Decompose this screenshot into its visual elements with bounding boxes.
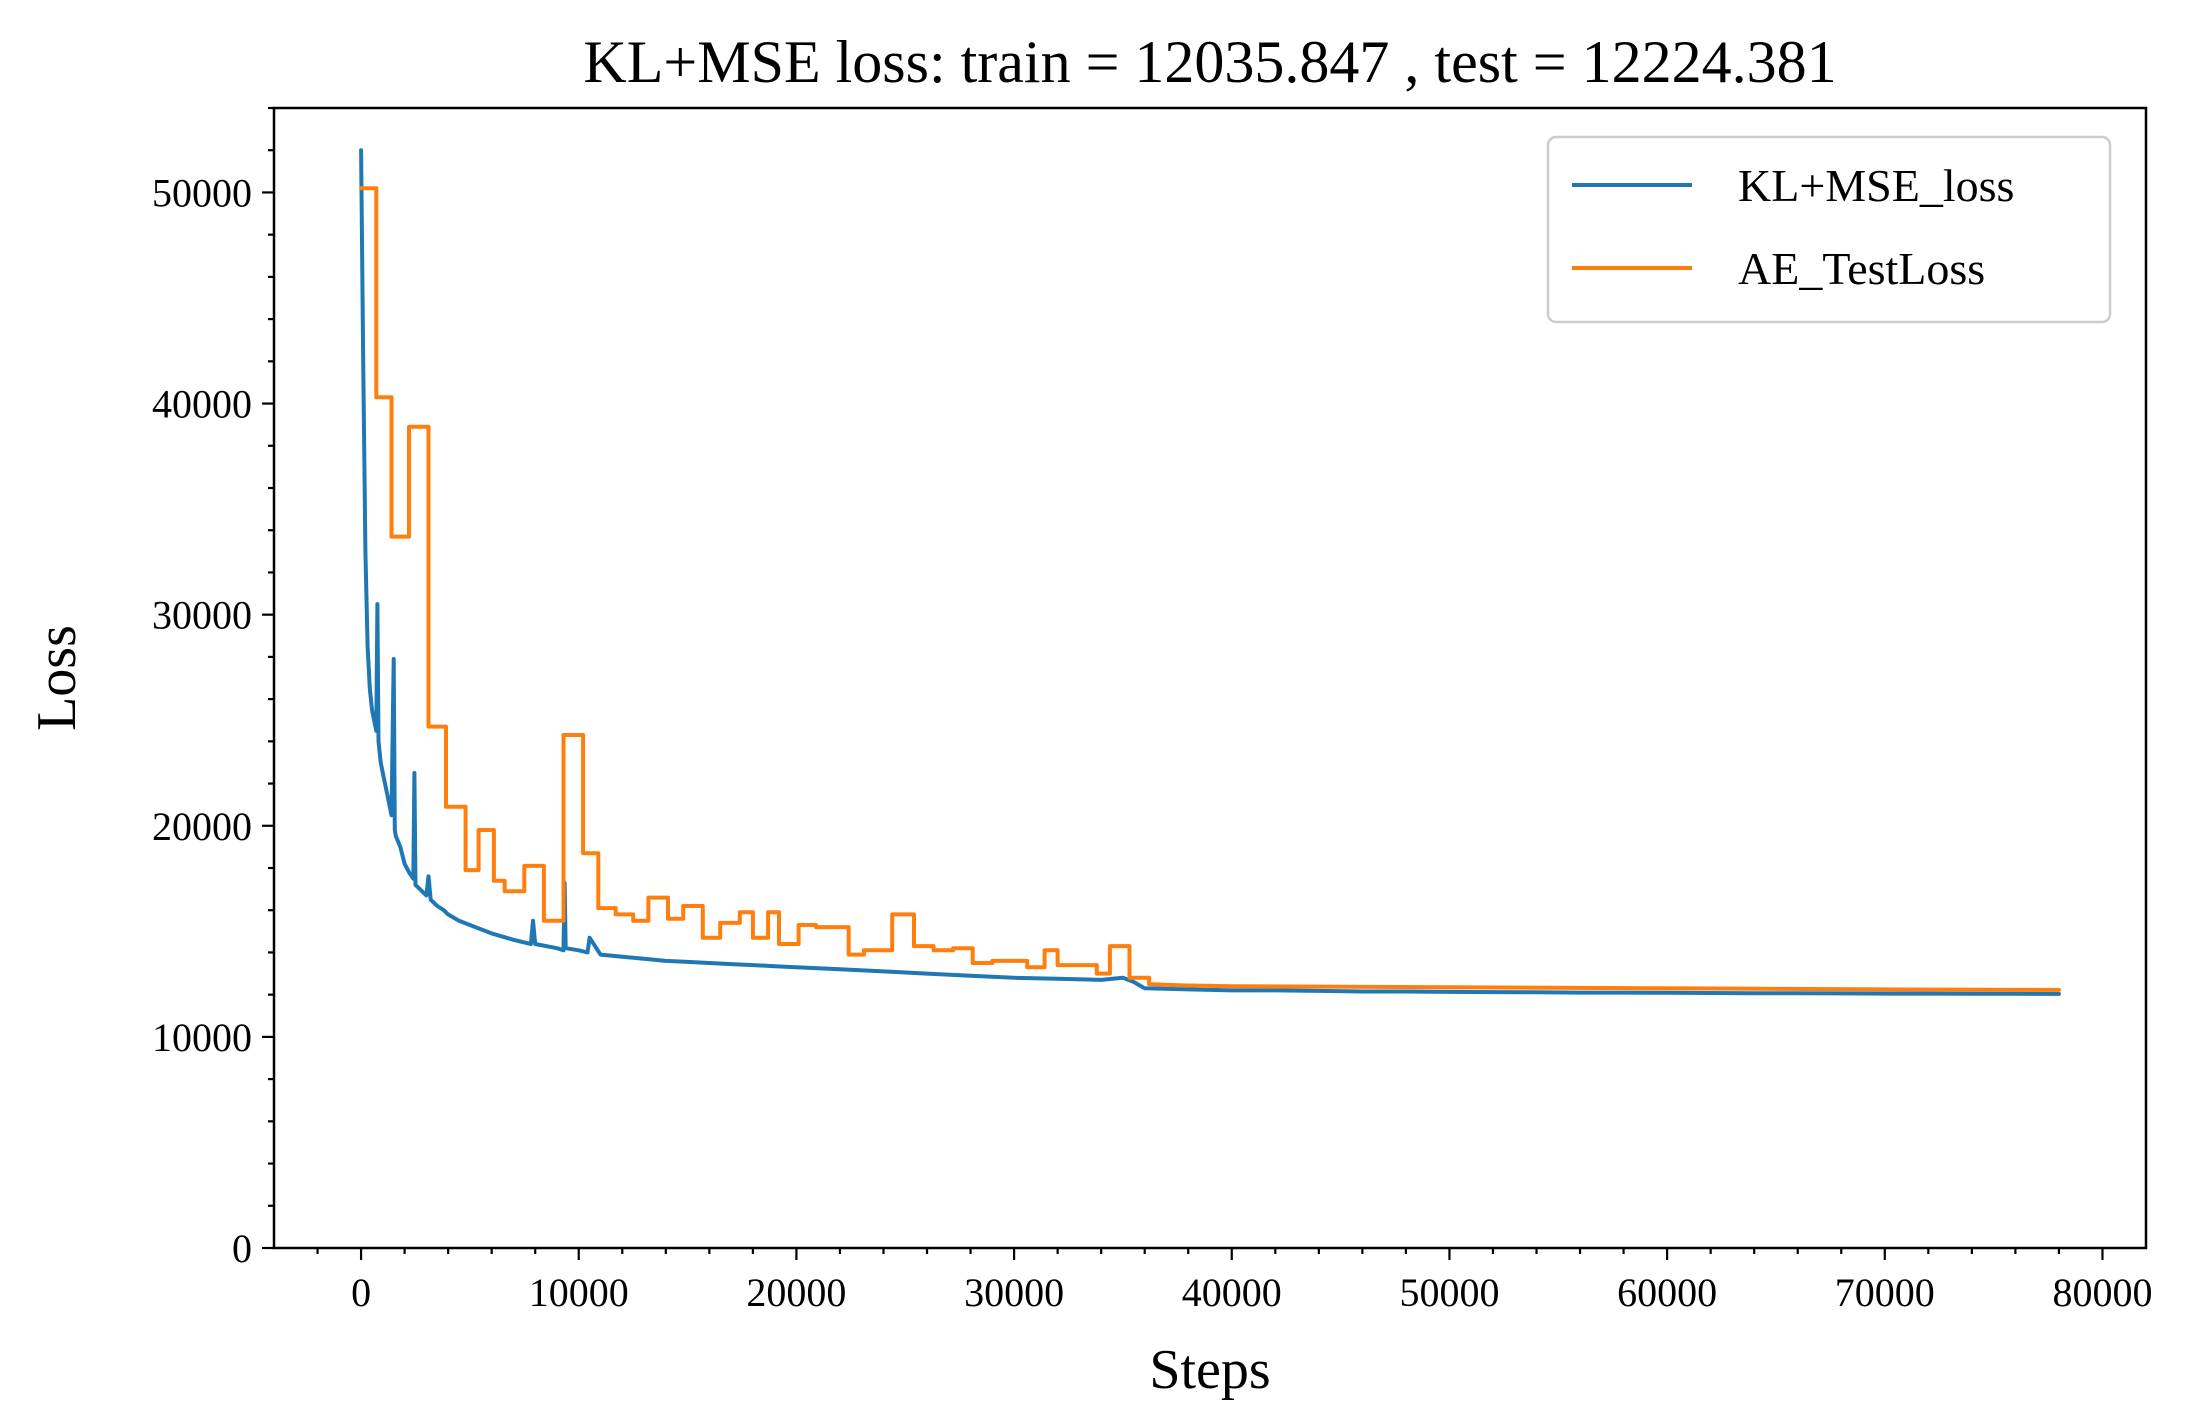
- legend-label-ae-testloss: AE_TestLoss: [1738, 243, 1985, 294]
- x-axis-label: Steps: [1149, 1339, 1270, 1401]
- series-lines: [359, 148, 2061, 996]
- axis-ticks: 0 10000 20000 30000 40000 50000 60000 70000 8000…: [152, 106, 2152, 1315]
- y-tick-label: 20000: [152, 804, 252, 849]
- x-tick-label: 60000: [1617, 1270, 1717, 1315]
- plot-area: [359, 148, 2061, 996]
- x-tick-label: 20000: [746, 1270, 846, 1315]
- x-tick-label: 50000: [1399, 1270, 1499, 1315]
- y-tick-label: 0: [232, 1226, 252, 1271]
- plot-frame: [272, 106, 2148, 1250]
- legend-label-kl-mse-loss: KL+MSE_loss: [1738, 160, 2014, 211]
- y-tick-label: 40000: [152, 382, 252, 427]
- y-tick-label: 50000: [152, 170, 252, 215]
- series-line-kl-mse-loss: [359, 148, 2061, 996]
- x-tick-label: 70000: [1835, 1270, 1935, 1315]
- series-line-ae-testloss: [359, 186, 2061, 992]
- y-tick-label: 30000: [152, 593, 252, 638]
- chart-title: KL+MSE loss: train = 12035.847 , test = …: [583, 29, 1836, 95]
- y-tick-label: 10000: [152, 1015, 252, 1060]
- y-axis-label: Loss: [26, 625, 88, 731]
- x-tick-label: 0: [351, 1270, 371, 1315]
- legend: KL+MSE_loss AE_TestLoss: [1546, 135, 2112, 324]
- x-tick-label: 80000: [2052, 1270, 2152, 1315]
- x-tick-label: 10000: [529, 1270, 629, 1315]
- x-tick-label: 40000: [1182, 1270, 1282, 1315]
- x-tick-label: 30000: [964, 1270, 1064, 1315]
